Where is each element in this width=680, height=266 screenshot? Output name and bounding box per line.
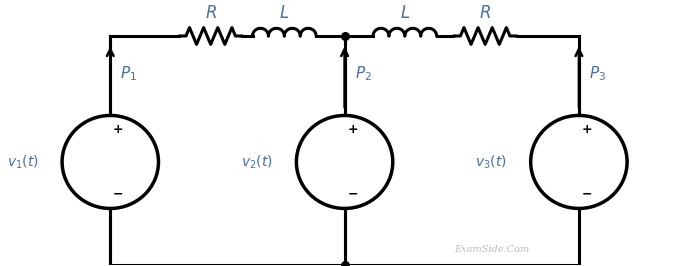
Text: +: +	[581, 123, 592, 136]
Text: +: +	[347, 123, 358, 136]
Text: ExamSide.Com: ExamSide.Com	[454, 245, 530, 254]
Text: +: +	[113, 123, 124, 136]
Text: $v_1(t)$: $v_1(t)$	[7, 153, 39, 171]
Text: $P_2$: $P_2$	[355, 64, 371, 83]
Text: $L$: $L$	[400, 4, 410, 22]
Text: $P_1$: $P_1$	[120, 64, 137, 83]
Text: $v_3(t)$: $v_3(t)$	[475, 153, 507, 171]
Text: −: −	[581, 188, 592, 201]
Text: $L$: $L$	[279, 4, 290, 22]
Text: $v_2(t)$: $v_2(t)$	[241, 153, 273, 171]
Text: $R$: $R$	[205, 4, 217, 22]
Text: −: −	[113, 188, 124, 201]
Text: $R$: $R$	[479, 4, 491, 22]
Text: $P_3$: $P_3$	[589, 64, 606, 83]
Text: −: −	[347, 188, 358, 201]
